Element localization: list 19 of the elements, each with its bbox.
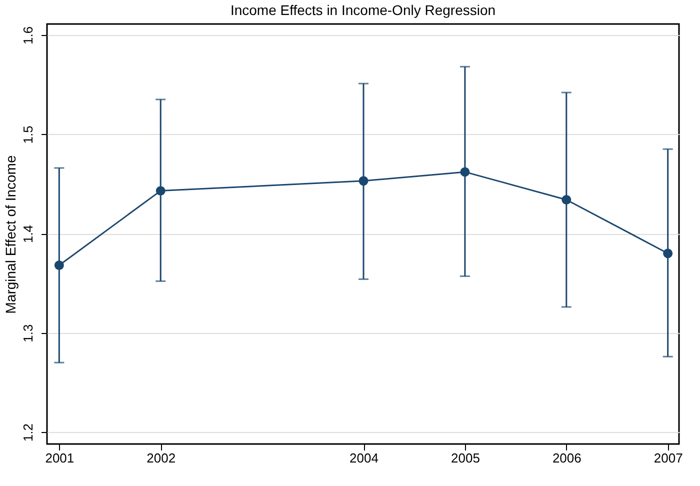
point [54,260,64,270]
y-tick-label: 1.2 [20,424,36,442]
x-tick-label: 2005 [450,450,480,466]
x-tick-label: 2006 [552,450,582,466]
x-tick-label: 2002 [146,450,176,466]
y-tick-label: 1.5 [20,126,36,144]
y-axis-title: Marginal Effect of Income [2,155,18,314]
x-tick-label: 2001 [45,450,74,466]
point [460,167,470,177]
point [358,176,368,186]
point [156,186,166,196]
x-tick-label: 2007 [654,450,683,466]
chart-title: Income Effects in Income-Only Regression [230,2,496,18]
y-tick-label: 1.4 [20,224,36,244]
y-tick-label: 1.3 [20,324,36,342]
x-tick-label: 2004 [350,450,378,466]
point [562,195,572,204]
y-tick-label: 1.6 [20,26,36,44]
point [663,248,673,258]
